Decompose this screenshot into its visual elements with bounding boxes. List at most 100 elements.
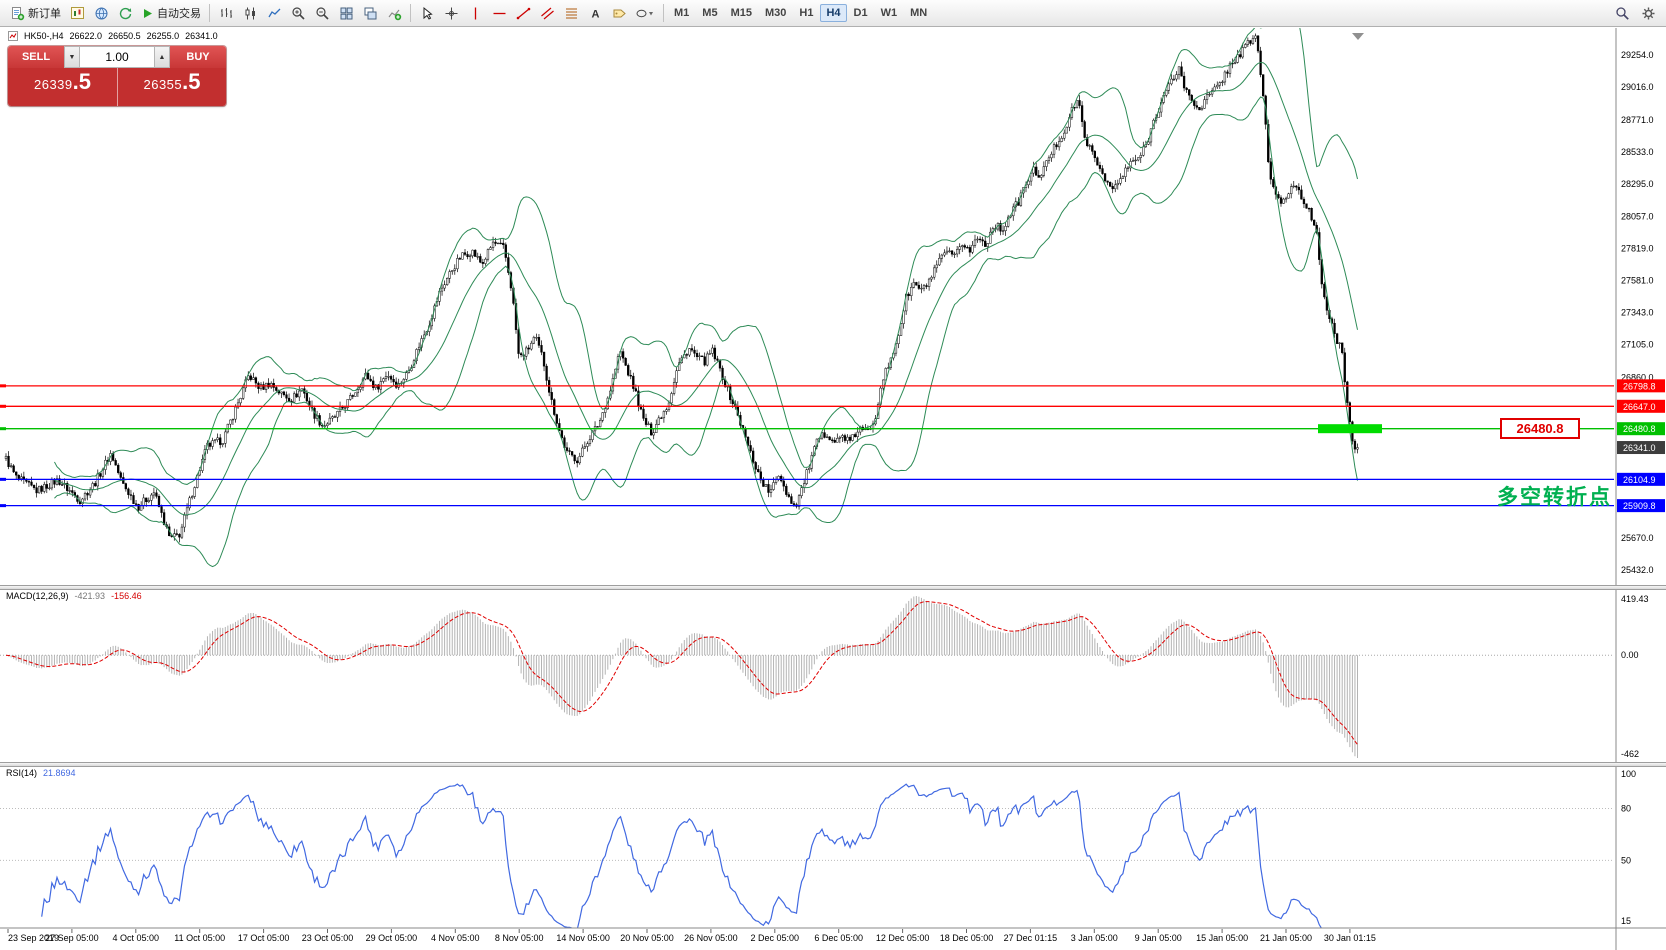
time-axis-label: 14 Nov 05:00 xyxy=(556,933,610,943)
time-axis-label: 21 Jan 05:00 xyxy=(1260,933,1312,943)
time-axis-label: 6 Dec 05:00 xyxy=(814,933,863,943)
horizontal-line-button[interactable] xyxy=(487,2,511,24)
toolbar: 新订单 自动交易 xyxy=(0,0,1666,27)
price-line-label: 26798.8 xyxy=(1623,381,1656,391)
fibonacci-button[interactable] xyxy=(559,2,583,24)
cursor-icon xyxy=(423,6,433,20)
gear-icon xyxy=(1642,7,1654,19)
chart-window-icon xyxy=(70,6,84,19)
text-button[interactable]: A xyxy=(583,2,607,24)
price-axis-label: 25670.0 xyxy=(1621,533,1654,543)
bid-price-label: 26341.0 xyxy=(1623,443,1656,453)
sell-price-int: 26339 xyxy=(33,77,73,92)
ohlc-header: HK50-,H4 26622.0 26650.5 26255.0 26341.0 xyxy=(8,31,218,41)
navigator-button[interactable] xyxy=(113,2,137,24)
rsi-title: RSI(14) xyxy=(6,768,38,778)
price-line-handle[interactable] xyxy=(0,427,6,431)
timeframe-m5-button[interactable]: M5 xyxy=(702,7,718,19)
candlestick-chart-button[interactable] xyxy=(238,2,262,24)
time-axis-label: 15 Jan 05:00 xyxy=(1196,933,1248,943)
low-value: 26255.0 xyxy=(146,31,180,41)
price-axis-label: 28057.0 xyxy=(1621,211,1654,221)
price-line-highlight[interactable] xyxy=(1318,424,1382,434)
chart-symbol-icon xyxy=(8,31,18,41)
macd-axis-label: 0.00 xyxy=(1621,650,1639,660)
zoom-in-button[interactable] xyxy=(286,2,310,24)
price-line-label: 26647.0 xyxy=(1623,402,1656,412)
bar-chart-button[interactable] xyxy=(214,2,238,24)
tile-windows-icon xyxy=(340,7,352,19)
vertical-line-button[interactable] xyxy=(463,2,487,24)
timeframe-mn-button[interactable]: MN xyxy=(910,7,928,19)
macd-value-signal: -156.46 xyxy=(111,591,142,601)
volume-input[interactable]: 1.00 xyxy=(80,46,154,68)
timeframe-h1-button[interactable]: H1 xyxy=(799,7,814,19)
settings-button[interactable] xyxy=(1636,2,1660,24)
time-axis-label: 8 Nov 05:00 xyxy=(495,933,544,943)
rsi-axis-label: 80 xyxy=(1621,804,1631,814)
timeframe-m30-button[interactable]: M30 xyxy=(764,7,787,19)
rsi-axis-label: 50 xyxy=(1621,855,1631,865)
time-axis-label: 23 Oct 05:00 xyxy=(302,933,354,943)
sell-price[interactable]: 26339 .5 xyxy=(8,68,117,106)
price-line-handle[interactable] xyxy=(0,404,6,408)
time-axis-label: 29 Oct 05:00 xyxy=(366,933,418,943)
timeframe-m15-button[interactable]: M15 xyxy=(730,7,752,19)
price-axis-label: 28295.0 xyxy=(1621,179,1654,189)
svg-text:A: A xyxy=(591,8,599,20)
channel-button[interactable] xyxy=(535,2,559,24)
timeframe-m1-button[interactable]: M1 xyxy=(674,7,690,19)
timeframe-w1-button[interactable]: W1 xyxy=(880,7,898,19)
crosshair-button[interactable] xyxy=(439,2,463,24)
zoom-out-button[interactable] xyxy=(310,2,334,24)
time-axis-label: 26 Nov 05:00 xyxy=(684,933,738,943)
fibonacci-icon xyxy=(565,8,577,18)
time-axis-label: 30 Jan 01:15 xyxy=(1324,933,1376,943)
price-axis-label: 26860.0 xyxy=(1621,373,1654,383)
new-order-button[interactable]: 新订单 xyxy=(6,2,65,24)
tile-windows-button[interactable] xyxy=(334,2,358,24)
sell-button[interactable]: SELL xyxy=(8,46,64,68)
bollinger-bands xyxy=(54,28,1358,568)
cascade-windows-button[interactable] xyxy=(358,2,382,24)
pane-splitter-rsi[interactable] xyxy=(0,762,1666,767)
price-axis-label: 27343.0 xyxy=(1621,308,1654,318)
cascade-windows-icon xyxy=(364,7,376,19)
market-watch-button[interactable] xyxy=(89,2,113,24)
volume-increase-button[interactable]: ▲ xyxy=(154,46,170,68)
shapes-dropdown-button[interactable] xyxy=(631,2,659,24)
trendline-button[interactable] xyxy=(511,2,535,24)
rsi-axis-label: 15 xyxy=(1621,916,1631,926)
price-axis-label: 25432.0 xyxy=(1621,565,1654,575)
autotrading-button[interactable]: 自动交易 xyxy=(137,2,205,24)
trendline-icon xyxy=(516,7,530,19)
buy-button[interactable]: BUY xyxy=(170,46,226,68)
timeframe-h4-button[interactable]: H4 xyxy=(820,4,847,22)
annotation-text[interactable]: 多空转折点 xyxy=(1497,486,1612,509)
buy-price[interactable]: 26355 .5 xyxy=(117,68,226,106)
timeframe-d1-button[interactable]: D1 xyxy=(853,7,868,19)
indicators-button[interactable] xyxy=(382,2,406,24)
chart-shift-marker[interactable] xyxy=(1352,33,1364,40)
line-chart-button[interactable] xyxy=(262,2,286,24)
label-button[interactable] xyxy=(607,2,631,24)
price-callout[interactable]: 26480.8 xyxy=(1500,418,1580,439)
new-chart-button[interactable] xyxy=(65,2,89,24)
cursor-button[interactable] xyxy=(415,2,439,24)
horizontal-lines: 26798.8 26647.0 26480.8 26104.9 25909.8 xyxy=(0,379,1665,513)
search-button[interactable] xyxy=(1610,2,1634,24)
toolbar-separator xyxy=(663,4,664,22)
time-axis-label: 23 Sep 2019 xyxy=(8,933,59,943)
price-line-handle[interactable] xyxy=(0,384,6,388)
indicators-icon xyxy=(388,9,401,20)
price-line-handle[interactable] xyxy=(0,477,6,481)
globe-icon xyxy=(95,7,107,19)
volume-decrease-button[interactable]: ▼ xyxy=(64,46,80,68)
timeframe-group: M1 M5 M15 M30 H1 H4 D1 W1 MN xyxy=(668,4,933,22)
pane-splitter-macd[interactable] xyxy=(0,585,1666,590)
candles-layer xyxy=(4,33,1359,543)
new-order-label: 新订单 xyxy=(28,8,61,20)
price-line-handle[interactable] xyxy=(0,504,6,508)
time-axis-label: 17 Oct 05:00 xyxy=(238,933,290,943)
